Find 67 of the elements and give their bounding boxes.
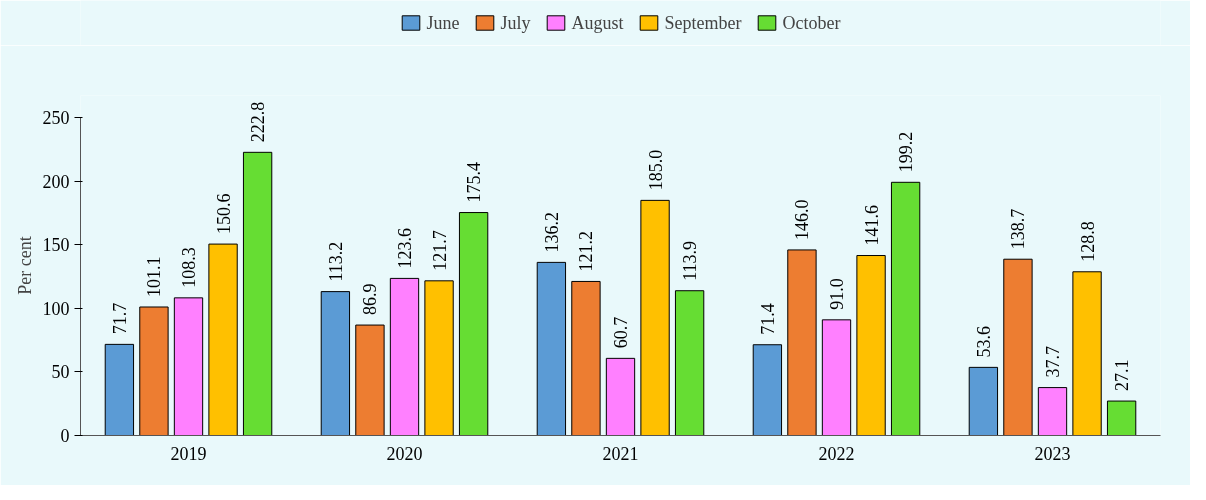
- y-tick-label: 200: [42, 171, 70, 192]
- data-label: 71.7: [109, 302, 130, 335]
- data-label: 86.9: [360, 283, 381, 316]
- bar: [320, 291, 351, 436]
- data-label: 101.1: [144, 256, 165, 297]
- data-label: 128.8: [1077, 221, 1098, 262]
- bar: [752, 344, 783, 436]
- data-label: 146.0: [792, 199, 813, 240]
- bar: [674, 290, 705, 436]
- y-tick-label: 150: [42, 235, 70, 256]
- data-label: 113.9: [680, 240, 701, 281]
- y-tick-label: 100: [42, 298, 70, 319]
- y-tick-label: 250: [42, 108, 70, 129]
- y-tick-label: 50: [51, 362, 70, 383]
- bar: [173, 297, 204, 436]
- bar: [424, 280, 454, 436]
- bar: [1037, 387, 1068, 436]
- data-label: 108.3: [179, 247, 199, 288]
- bar: [355, 324, 385, 436]
- data-label: 175.4: [464, 162, 485, 203]
- y-axis-title: Per cent: [14, 236, 35, 295]
- bar: [968, 366, 999, 436]
- bar: [242, 151, 273, 436]
- bar: [1106, 400, 1137, 436]
- bar: [104, 343, 135, 436]
- data-label: 121.2: [576, 230, 597, 272]
- data-label: 60.7: [611, 316, 631, 349]
- bar: [389, 277, 420, 436]
- legend-label: July: [500, 12, 531, 33]
- data-label: 136.2: [541, 211, 562, 253]
- data-label: 53.6: [973, 325, 994, 358]
- bar: [1003, 258, 1033, 436]
- x-tick-label: 2020: [386, 443, 423, 464]
- x-tick-label: 2023: [1034, 443, 1071, 464]
- data-label: 27.1: [1112, 359, 1133, 392]
- data-label: 37.7: [1043, 346, 1063, 378]
- data-label: 199.2: [896, 131, 917, 173]
- bar: [536, 261, 567, 436]
- bar: [571, 280, 601, 436]
- bar: [208, 243, 238, 436]
- data-label: 141.6: [861, 205, 882, 246]
- bar: [605, 357, 636, 436]
- data-label: 185.0: [645, 149, 666, 191]
- x-tick-label: 2021: [602, 443, 639, 464]
- legend-label: June: [426, 12, 460, 33]
- bar: [640, 199, 670, 436]
- x-tick-label: 2022: [818, 443, 855, 464]
- y-tick-label: 0: [60, 426, 70, 446]
- bar: [139, 306, 169, 436]
- legend-label: October: [782, 12, 841, 33]
- bar: [821, 319, 852, 436]
- data-label: 123.6: [395, 227, 415, 269]
- data-label: 121.7: [429, 230, 450, 271]
- data-label: 138.7: [1008, 208, 1029, 250]
- data-label: 91.0: [827, 278, 847, 310]
- x-tick-label: 2019: [170, 443, 207, 464]
- data-label: 113.2: [325, 241, 346, 282]
- legend-label: August: [571, 12, 624, 33]
- bar: [856, 255, 886, 436]
- bar: [1072, 271, 1102, 436]
- bar: [458, 212, 489, 436]
- data-label: 71.4: [757, 303, 778, 335]
- bar: [787, 249, 817, 436]
- legend-label: September: [664, 12, 742, 33]
- data-label: 150.6: [213, 193, 234, 235]
- bar: [890, 181, 921, 436]
- data-label: 222.8: [248, 101, 269, 143]
